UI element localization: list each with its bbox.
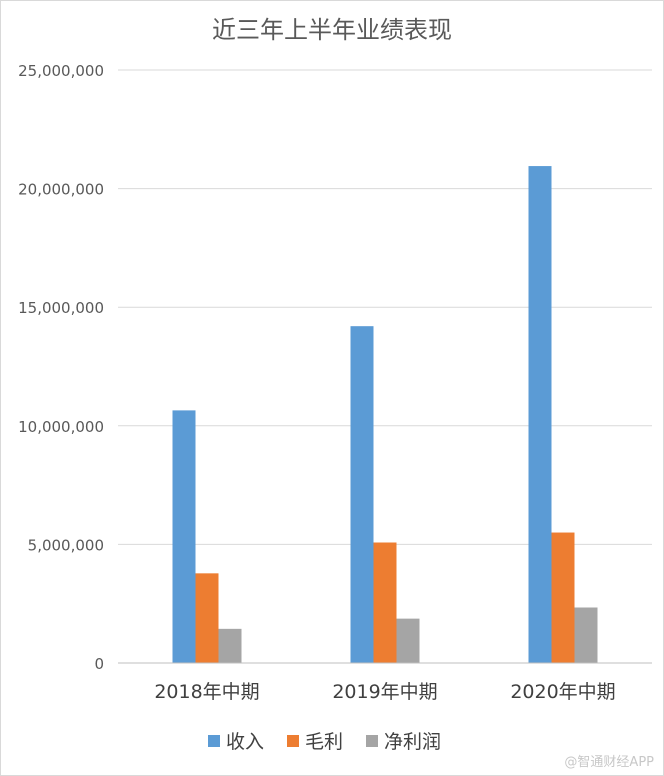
- legend-label-2: 毛利: [305, 731, 343, 753]
- bar-3-1: [218, 628, 242, 663]
- y-tick-label: 25,000,000: [18, 62, 104, 80]
- bar-1-3: [528, 166, 552, 664]
- x-tick-label: 2018年中期: [154, 681, 259, 703]
- gridlines: [118, 69, 652, 545]
- legend-swatch-3: [366, 735, 378, 747]
- legend-swatch-1: [208, 735, 220, 747]
- y-tick-label: 20,000,000: [18, 181, 104, 199]
- y-axis: 0 5,000,000 10,000,000 15,000,000 20,000,000…: [18, 62, 104, 673]
- x-tick-label: 2019年中期: [332, 681, 437, 703]
- bar-3-3: [574, 607, 598, 663]
- bar-2-1: [195, 573, 219, 663]
- bar-3-2: [396, 618, 420, 663]
- x-tick-label: 2020年中期: [510, 681, 615, 703]
- legend-swatch-2: [287, 735, 299, 747]
- y-tick-label: 15,000,000: [18, 299, 104, 317]
- watermark-text: @智通财经APP: [564, 755, 654, 770]
- x-axis: 2018年中期 2019年中期 2020年中期: [118, 662, 652, 703]
- bar-2-2: [373, 542, 397, 663]
- bar-1-1: [172, 410, 196, 663]
- legend: 收入 毛利 净利润: [208, 731, 441, 753]
- legend-label-1: 收入: [226, 731, 264, 753]
- y-tick-label: 5,000,000: [28, 536, 104, 554]
- bar-2-3: [551, 532, 575, 663]
- bars: [172, 166, 598, 664]
- bar-1-2: [350, 326, 374, 663]
- y-tick-label: 0: [94, 655, 104, 673]
- chart-title: 近三年上半年业绩表现: [212, 16, 452, 44]
- y-tick-label: 10,000,000: [18, 418, 104, 436]
- legend-label-3: 净利润: [384, 731, 441, 753]
